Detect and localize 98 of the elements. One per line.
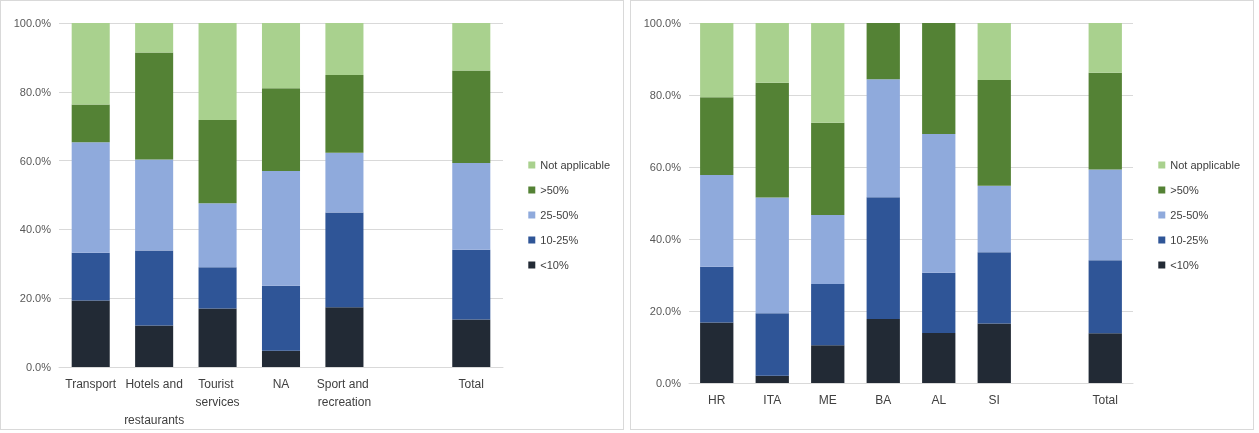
bar	[700, 174, 734, 267]
bar	[261, 23, 301, 89]
bar	[71, 104, 110, 143]
bar	[977, 79, 1011, 186]
bar	[922, 23, 956, 134]
bar	[325, 307, 364, 367]
legend-label: <10%	[1170, 259, 1199, 271]
legend-label: >50%	[1170, 184, 1199, 196]
bar	[135, 52, 174, 160]
bar	[198, 120, 237, 204]
bar	[452, 70, 491, 164]
legend-label: <10%	[540, 259, 569, 271]
bar	[811, 284, 845, 346]
bar	[977, 323, 1011, 383]
bar	[1088, 333, 1122, 383]
x-tick-label: AL	[931, 393, 947, 407]
bar	[71, 300, 110, 367]
bar	[811, 122, 845, 215]
y-tick-label: 0.0%	[655, 377, 682, 389]
x-tick-label: BA	[875, 393, 892, 407]
y-tick-label: 100.0%	[13, 17, 52, 29]
bar	[866, 79, 900, 198]
bar	[977, 23, 1011, 80]
bar	[135, 325, 174, 367]
bar	[325, 152, 364, 213]
y-tick-label: 60.0%	[649, 161, 682, 173]
y-tick-label: 40.0%	[19, 223, 52, 236]
bar	[755, 313, 789, 376]
bar	[261, 88, 301, 171]
bar	[198, 308, 237, 367]
bar	[452, 249, 491, 320]
bar	[922, 272, 956, 333]
bar	[866, 197, 900, 319]
x-tick-label: Total	[458, 377, 484, 391]
x-tick-label: HR	[708, 393, 726, 407]
legend-label: Not applicable	[1170, 159, 1241, 171]
y-tick-label: 0.0%	[25, 361, 52, 373]
bar	[261, 285, 301, 351]
bar	[71, 252, 110, 301]
y-tick-label: 60.0%	[19, 154, 52, 167]
bar	[325, 74, 364, 153]
bar	[452, 163, 491, 250]
legend-label: 25-50%	[1170, 209, 1209, 221]
legend-label: 10-25%	[1170, 234, 1209, 246]
bar	[198, 23, 237, 121]
y-tick-label: 20.0%	[19, 292, 52, 305]
x-tick-label: ME	[818, 393, 837, 407]
bar	[977, 252, 1011, 324]
x-tick-label: Total	[1092, 393, 1118, 407]
bar	[811, 214, 845, 284]
legend-label: Not applicable	[540, 159, 611, 171]
bar	[71, 142, 110, 253]
x-tick-label: Tourist services	[195, 377, 240, 409]
bar	[811, 23, 845, 123]
bar	[1088, 23, 1122, 73]
bar	[1088, 72, 1122, 170]
bar	[866, 318, 900, 383]
bar	[325, 23, 364, 75]
bar	[755, 23, 789, 83]
y-tick-label: 40.0%	[649, 233, 682, 245]
bar	[755, 82, 789, 198]
bar	[261, 350, 301, 367]
bar	[755, 375, 789, 383]
bar	[755, 197, 789, 314]
y-tick-label: 80.0%	[649, 89, 682, 101]
bar	[71, 23, 110, 105]
bar	[198, 203, 237, 268]
legend-label: >50%	[540, 184, 569, 196]
bar	[700, 23, 734, 98]
x-tick-label: Transport	[65, 377, 117, 391]
x-tick-label: Sport and recreation	[316, 377, 373, 409]
category-label: Hotels and restaurants	[124, 377, 185, 427]
bar	[700, 322, 734, 383]
bar	[1088, 169, 1122, 261]
y-tick-label: 100.0%	[643, 17, 682, 29]
bar	[135, 23, 174, 53]
bar	[866, 23, 900, 80]
bar	[135, 250, 174, 326]
bar	[700, 97, 734, 175]
legend-label: 10-25%	[540, 234, 579, 246]
x-tick-label: ITA	[763, 393, 782, 407]
bar	[922, 133, 956, 273]
bar	[452, 23, 491, 71]
bar	[1088, 260, 1122, 334]
bar	[261, 170, 301, 286]
y-tick-label: 20.0%	[649, 305, 682, 317]
bar	[811, 345, 845, 383]
y-tick-label: 80.0%	[19, 85, 52, 98]
bar	[452, 319, 491, 367]
bar	[922, 332, 956, 383]
x-tick-label: SI	[988, 393, 1000, 407]
bar	[135, 159, 174, 251]
legend-label: 25-50%	[540, 209, 579, 221]
bar	[325, 212, 364, 308]
x-tick-label: NA	[272, 377, 290, 391]
bar	[198, 267, 237, 309]
bar	[977, 185, 1011, 253]
bar	[700, 266, 734, 323]
